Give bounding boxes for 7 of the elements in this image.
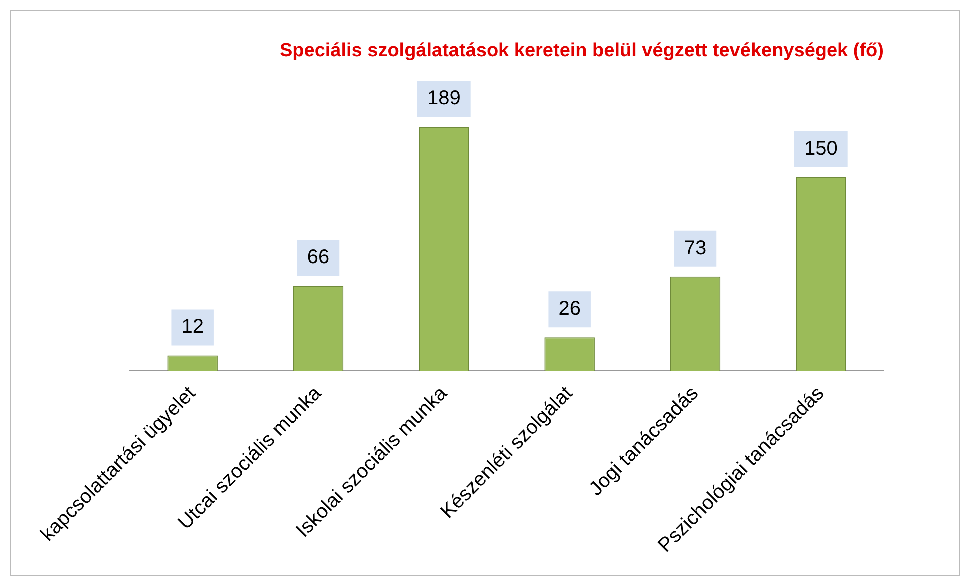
data-label: 189: [427, 88, 461, 110]
data-label: 26: [558, 298, 581, 320]
data-label: 73: [684, 237, 707, 260]
chart-title: Speciális szolgálatatások keretein belül végzett tevékenységek (fő): [280, 40, 884, 62]
data-label: 12: [182, 316, 204, 338]
data-label: 66: [307, 246, 330, 268]
data-label: 150: [804, 138, 838, 160]
